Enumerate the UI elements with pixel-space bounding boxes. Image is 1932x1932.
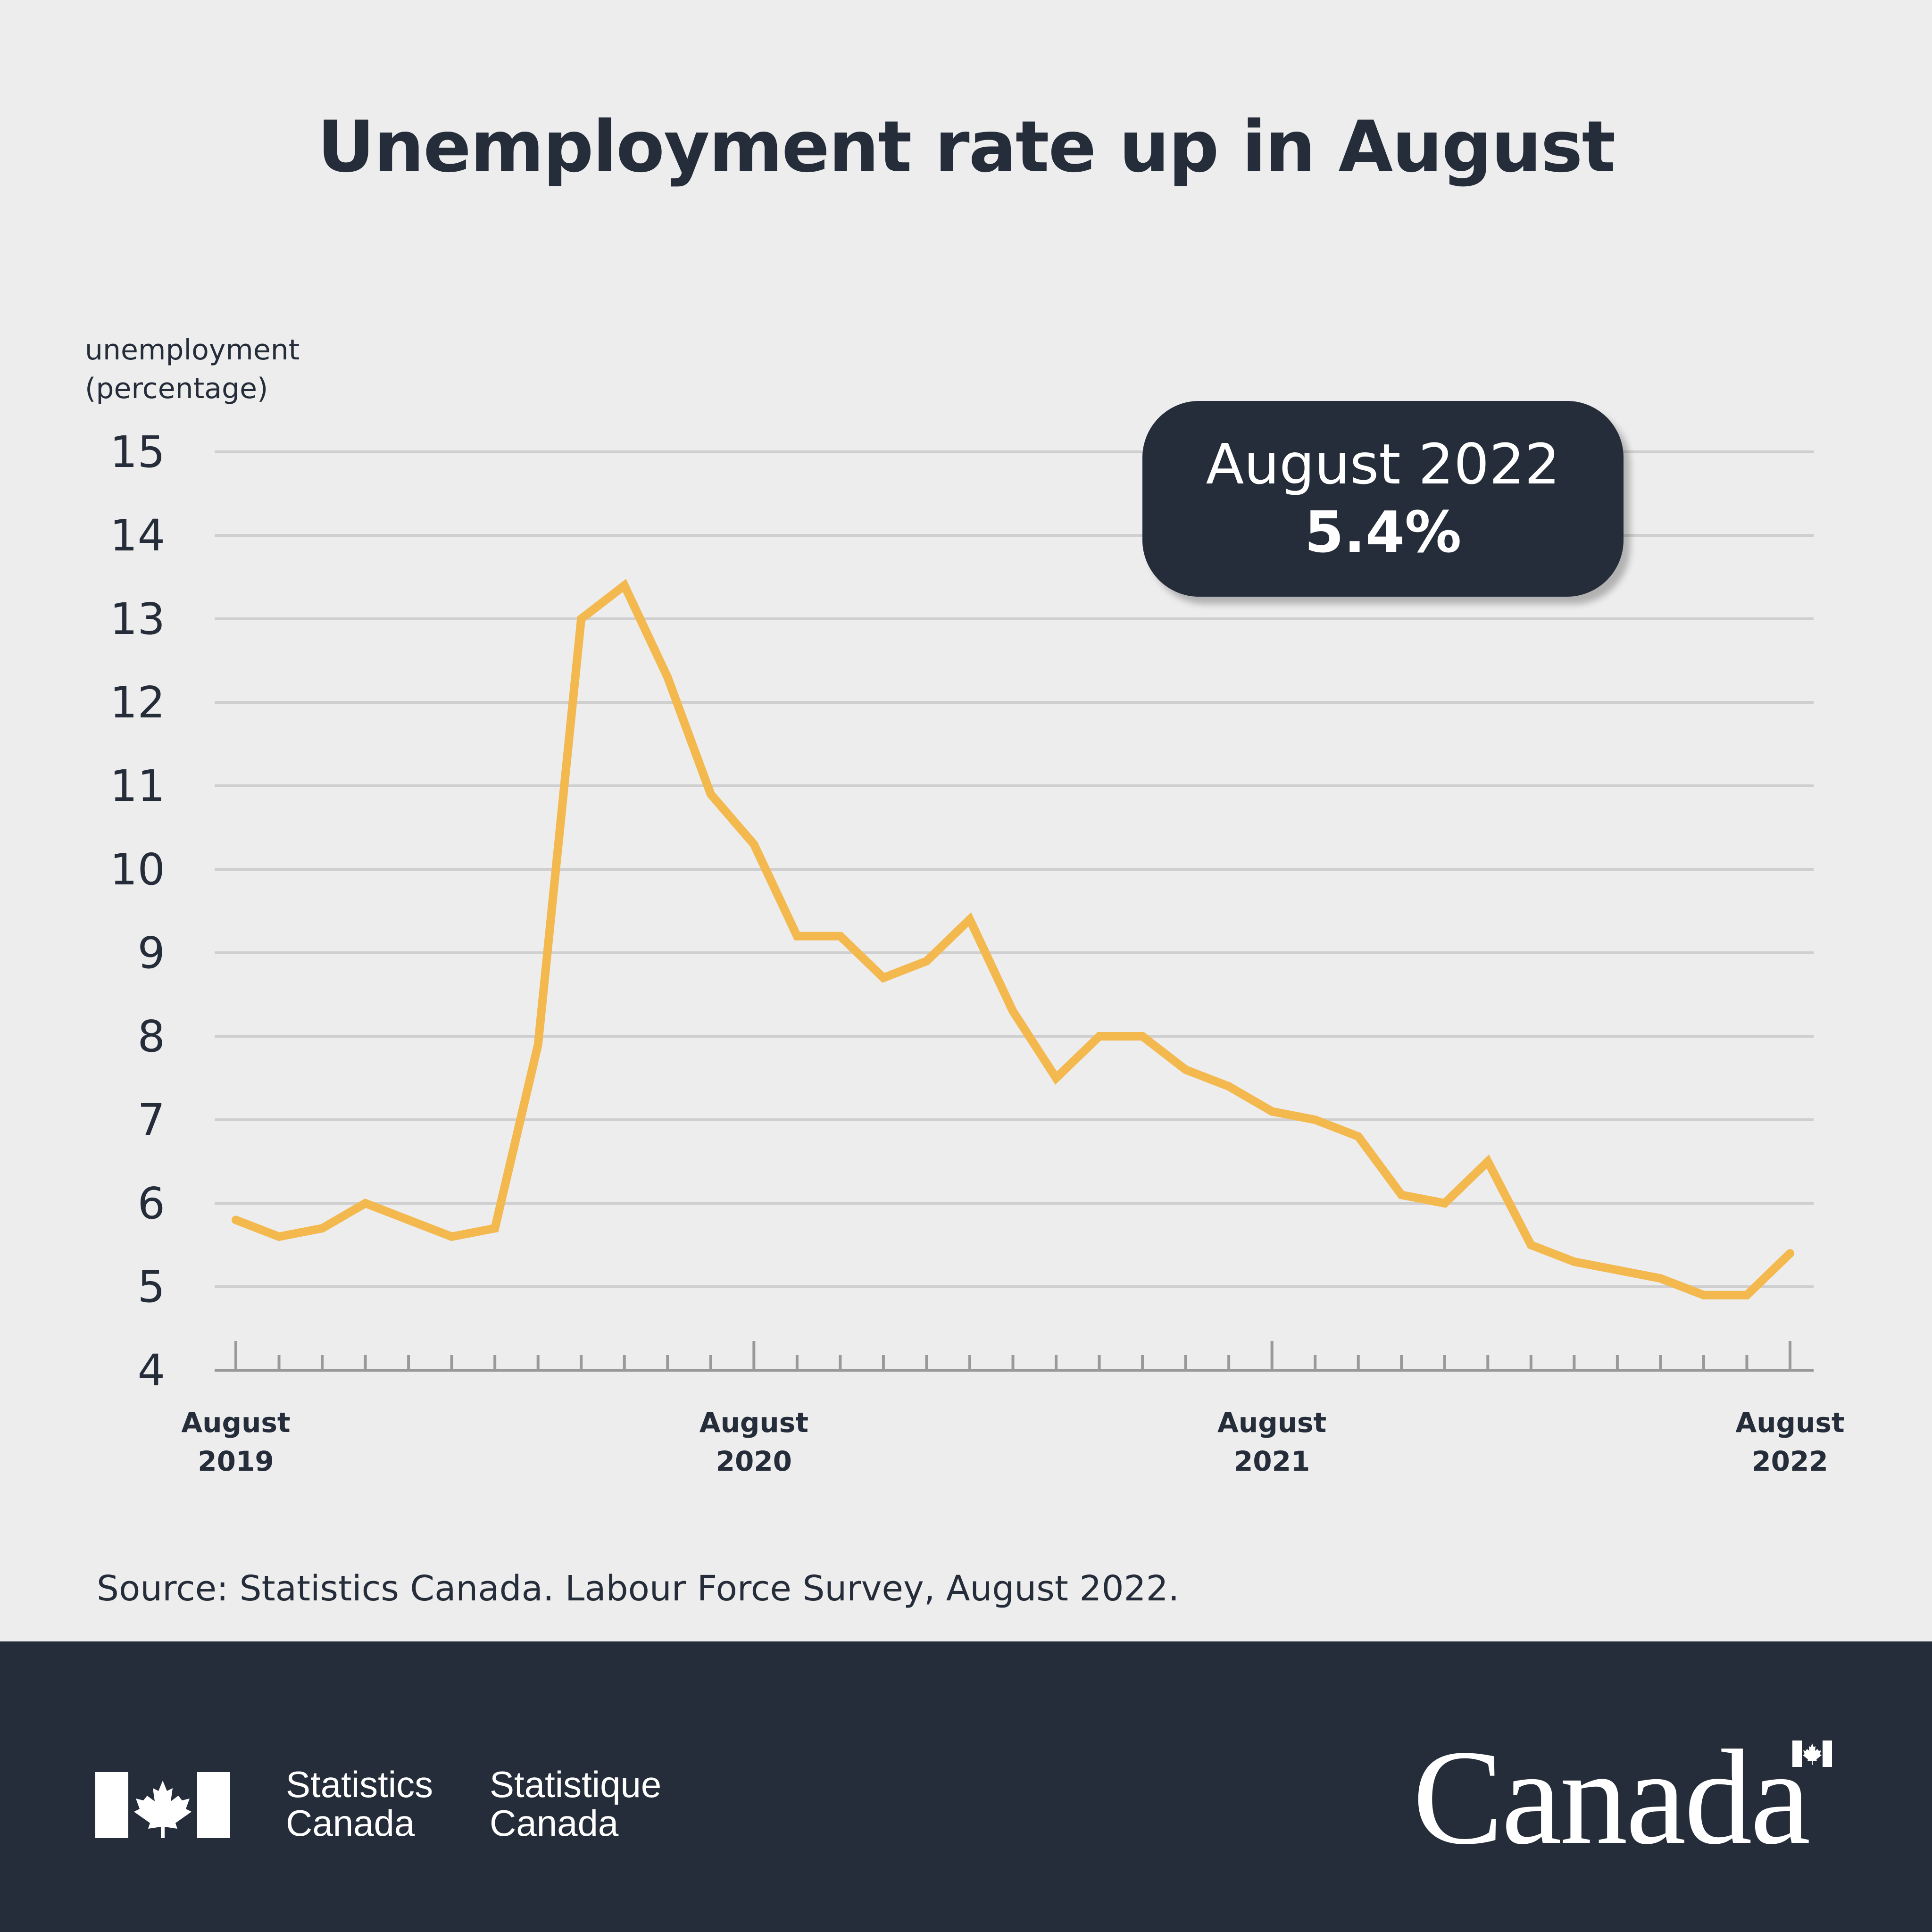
x-axis <box>215 1341 1814 1372</box>
data-points <box>232 581 1794 1299</box>
y-tick-labels: 4 5 6 7 8 9 10 11 12 13 14 15 <box>110 427 165 1396</box>
x-tick-label-month: August <box>1735 1407 1844 1439</box>
wordmark-fr-line1: Statistique <box>490 1764 662 1805</box>
y-tick-label: 6 <box>137 1178 165 1229</box>
data-point <box>1008 1007 1017 1016</box>
x-tick-label-year: 2020 <box>716 1445 792 1477</box>
wordmark-en-line2: Canada <box>286 1802 415 1844</box>
data-point <box>922 957 931 966</box>
data-point <box>1224 1082 1233 1091</box>
source-note: Source: Statistics Canada. Labour Force … <box>97 1568 1180 1609</box>
data-point <box>620 581 629 590</box>
y-tick-label: 9 <box>137 928 165 978</box>
data-point <box>836 932 845 941</box>
data-point <box>1656 1274 1665 1283</box>
data-point <box>879 974 888 983</box>
data-point <box>663 673 672 682</box>
data-point <box>1095 1032 1104 1041</box>
footer-bar: Statistics Canada Statistique Canada Can… <box>0 1641 1932 1932</box>
y-tick-label: 5 <box>137 1262 165 1312</box>
x-tick-label-month: August <box>181 1407 290 1439</box>
y-tick-label: 14 <box>110 510 165 561</box>
canada-flag-icon <box>95 1772 230 1838</box>
data-point <box>1613 1266 1622 1274</box>
line-chart: 4 5 6 7 8 9 10 11 12 13 14 15 unemployment (percenta… <box>85 333 1845 1477</box>
wordmark-french: Statistique Canada <box>490 1765 661 1842</box>
data-point <box>1742 1291 1751 1299</box>
data-point <box>361 1199 370 1208</box>
data-point <box>1786 1249 1794 1258</box>
y-tick-label: 11 <box>110 761 165 811</box>
data-point <box>275 1232 283 1241</box>
data-point <box>1483 1157 1492 1166</box>
y-axis-label-line: unemployment <box>85 333 300 366</box>
y-axis-label-line: (percentage) <box>85 372 268 405</box>
x-tick-label-month: August <box>1217 1407 1326 1439</box>
x-tick-labels: August 2019 August 2020 August 2021 August 2022 <box>181 1407 1844 1477</box>
y-tick-label: 15 <box>110 427 165 477</box>
x-tick-label-year: 2022 <box>1752 1445 1828 1477</box>
data-point <box>533 1040 542 1049</box>
data-point <box>577 615 586 623</box>
wordmark-english: Statistics Canada <box>286 1765 433 1842</box>
data-point <box>1267 1107 1276 1116</box>
data-point <box>1526 1241 1535 1249</box>
data-point <box>318 1224 327 1233</box>
data-point <box>1354 1132 1363 1141</box>
data-point <box>1397 1191 1406 1199</box>
data-point <box>232 1216 240 1224</box>
data-point <box>706 790 715 799</box>
y-tick-label: 4 <box>137 1345 165 1396</box>
x-tick-label-year: 2021 <box>1234 1445 1310 1477</box>
data-point <box>749 840 758 849</box>
data-point <box>1138 1032 1147 1041</box>
callout-label: August 2022 <box>1206 432 1560 497</box>
y-tick-label: 13 <box>110 594 165 644</box>
x-tick-label-year: 2019 <box>198 1445 274 1477</box>
series-line <box>232 579 1794 1299</box>
data-point <box>1440 1199 1449 1208</box>
data-point <box>447 1232 456 1241</box>
wordmark-en-line1: Statistics <box>286 1764 433 1805</box>
y-tick-label: 10 <box>110 844 165 895</box>
y-tick-label: 12 <box>110 677 165 728</box>
data-point <box>792 932 801 941</box>
chart-title: Unemployment rate up in August <box>317 106 1616 188</box>
x-tick-label-month: August <box>700 1407 808 1439</box>
canada-wordmark: Canada <box>1413 1722 1811 1873</box>
data-point <box>404 1216 413 1224</box>
data-point <box>1699 1291 1708 1299</box>
data-point <box>1570 1257 1579 1266</box>
data-point <box>1052 1074 1061 1083</box>
y-axis-label: unemployment (percentage) <box>85 333 300 405</box>
data-point <box>965 915 974 924</box>
latest-value-callout: August 2022 5.4% <box>1142 401 1624 597</box>
data-point <box>1311 1116 1320 1124</box>
wordmark-fr-line2: Canada <box>490 1802 619 1844</box>
data-point <box>1181 1065 1190 1074</box>
callout-value: 5.4% <box>1304 500 1462 566</box>
canada-wordmark-flag-icon <box>1792 1740 1832 1767</box>
y-tick-label: 7 <box>137 1095 165 1145</box>
y-tick-label: 8 <box>137 1011 165 1062</box>
data-point <box>491 1224 500 1233</box>
